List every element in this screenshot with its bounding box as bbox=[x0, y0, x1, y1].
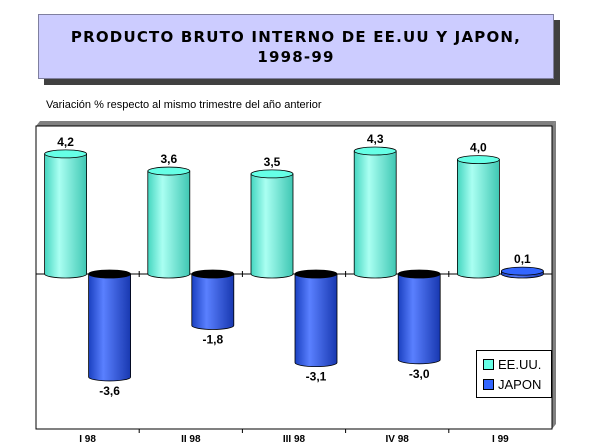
bar-japon-2 bbox=[294, 269, 338, 368]
x-tick-label-2: III 98 bbox=[283, 434, 306, 445]
x-tick-label-3: IV 98 bbox=[386, 434, 410, 445]
bar-japon-4 bbox=[501, 266, 544, 279]
data-label-japon-4: 0,1 bbox=[514, 252, 531, 266]
bar-usa-3 bbox=[353, 146, 397, 279]
data-label-japon-1: -1,8 bbox=[202, 332, 223, 346]
legend: EE.UU. JAPON bbox=[476, 350, 552, 398]
chart-title-line-2: 1998-99 bbox=[257, 47, 335, 66]
bar-usa-2 bbox=[250, 169, 294, 279]
x-tick-label-0: I 98 bbox=[79, 434, 96, 445]
x-tick-label-1: II 98 bbox=[181, 434, 201, 445]
legend-label-japon: JAPON bbox=[498, 376, 542, 392]
bar-usa-4 bbox=[456, 155, 500, 279]
legend-item-usa: EE.UU. bbox=[483, 356, 541, 372]
data-label-japon-3: -3,0 bbox=[409, 367, 430, 381]
bar-usa-1 bbox=[147, 166, 191, 279]
bar-japon-1 bbox=[191, 269, 235, 330]
bar-japon-0 bbox=[88, 269, 131, 382]
plot-floor-shade bbox=[36, 121, 556, 126]
data-label-japon-0: -3,6 bbox=[99, 384, 120, 398]
data-label-usa-3: 4,3 bbox=[367, 132, 384, 146]
legend-label-usa: EE.UU. bbox=[498, 356, 542, 372]
chart-title-line-1: PRODUCTO BRUTO INTERNO DE EE.UU Y JAPON, bbox=[70, 27, 522, 46]
legend-item-japon: JAPON bbox=[483, 376, 541, 392]
data-label-usa-2: 3,5 bbox=[264, 155, 281, 169]
data-label-japon-2: -3,1 bbox=[306, 370, 327, 384]
data-label-usa-4: 4,0 bbox=[470, 141, 487, 155]
legend-swatch-usa bbox=[483, 358, 494, 370]
chart-subtitle: Variación % respecto al mismo trimestre … bbox=[46, 99, 322, 111]
chart-title-box: PRODUCTO BRUTO INTERNO DE EE.UU Y JAPON,… bbox=[38, 14, 554, 79]
data-label-usa-1: 3,6 bbox=[160, 152, 177, 166]
x-tick-label-4: I 99 bbox=[492, 434, 509, 445]
bar-usa-0 bbox=[44, 149, 87, 279]
legend-swatch-japon bbox=[483, 378, 494, 390]
plot-side-shade bbox=[552, 121, 556, 429]
data-label-usa-0: 4,2 bbox=[57, 135, 74, 149]
bar-japon-3 bbox=[397, 269, 441, 365]
